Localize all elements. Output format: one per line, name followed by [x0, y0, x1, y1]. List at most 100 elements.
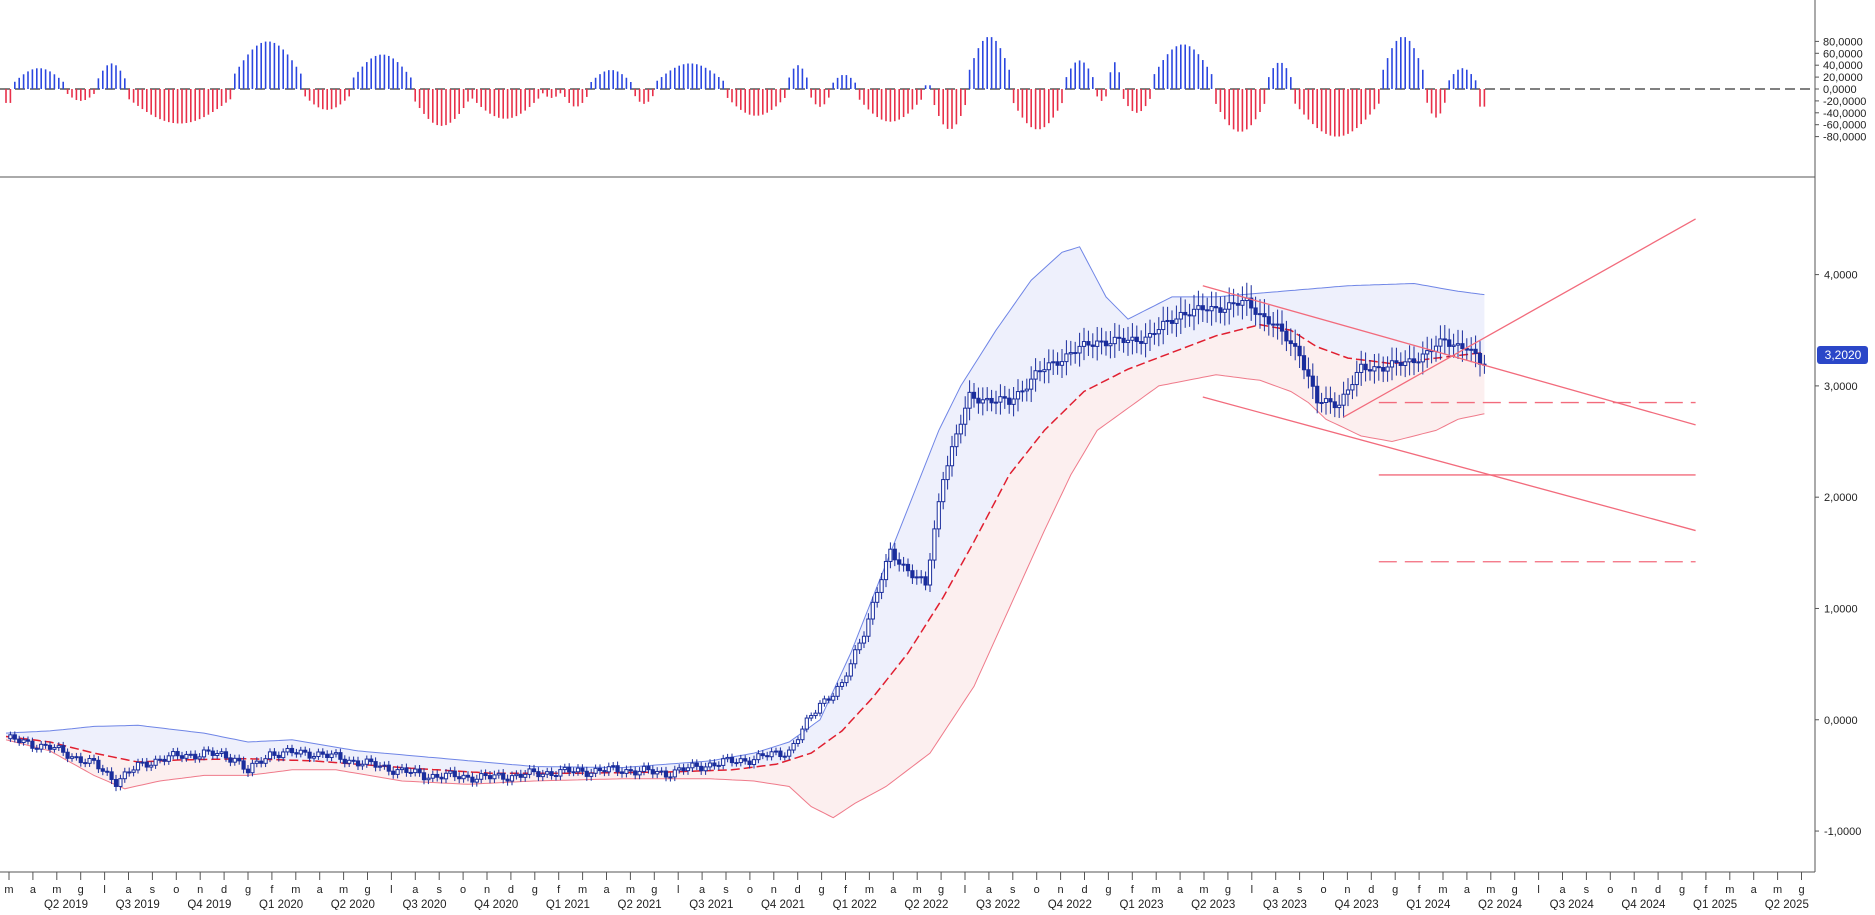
candle	[707, 759, 713, 771]
candle-body	[338, 752, 343, 760]
candle-body	[545, 771, 550, 775]
candle	[787, 746, 792, 760]
candle	[487, 771, 493, 784]
candle-body	[52, 747, 57, 750]
candle	[1200, 293, 1205, 322]
candle	[1125, 326, 1131, 356]
candle-body	[96, 759, 101, 770]
candle	[813, 709, 818, 719]
candle-body	[571, 771, 576, 774]
price-panel	[5, 218, 1696, 819]
candle-body	[1398, 362, 1403, 366]
candle-body	[501, 772, 506, 780]
candle	[303, 746, 308, 756]
month-label: o	[1320, 884, 1326, 896]
price-tick-label: 1,0000	[1824, 603, 1858, 615]
candle-body	[386, 764, 391, 772]
candle-body	[1460, 343, 1465, 350]
candle	[1420, 341, 1425, 375]
candle	[1447, 328, 1452, 358]
candle-body	[769, 751, 774, 758]
candle-body	[989, 397, 994, 404]
candle	[69, 753, 75, 762]
candle-body	[848, 663, 853, 677]
candle	[597, 764, 603, 775]
month-label: o	[747, 884, 753, 896]
oscillator-panel	[0, 37, 1815, 137]
candle	[963, 396, 968, 437]
candle	[633, 766, 638, 780]
month-label: s	[1010, 884, 1016, 896]
candle	[1297, 333, 1302, 369]
candle-body	[382, 764, 387, 767]
candle	[219, 748, 224, 758]
candle-body	[298, 749, 303, 755]
candle	[1051, 349, 1056, 376]
candle-body	[1002, 396, 1007, 399]
candle-body	[188, 753, 193, 756]
candle-body	[602, 770, 607, 773]
candle	[549, 767, 554, 780]
candle	[1209, 291, 1214, 326]
candle	[703, 762, 708, 775]
month-label: a	[699, 884, 706, 896]
candle	[949, 435, 955, 477]
candle	[575, 764, 581, 776]
candle-body	[1029, 378, 1034, 390]
candle-body	[751, 759, 757, 766]
candle-body	[399, 767, 405, 771]
candle	[901, 556, 906, 572]
candle-body	[1407, 358, 1412, 363]
candle-body	[118, 778, 123, 787]
candle-body	[1433, 345, 1439, 352]
candle	[677, 764, 682, 774]
candle-body	[914, 576, 919, 579]
candle-body	[171, 751, 176, 757]
upper-band-fill	[6, 246, 1485, 774]
candle	[932, 520, 937, 569]
candle-body	[109, 771, 114, 780]
candle-body	[153, 758, 158, 766]
candle	[751, 755, 757, 769]
candle-body	[131, 769, 136, 773]
candle	[1469, 337, 1474, 363]
candle	[298, 746, 303, 758]
candle	[553, 771, 559, 781]
candle-body	[426, 777, 431, 781]
candle	[866, 613, 871, 643]
candle-body	[971, 391, 977, 399]
candle	[250, 759, 255, 777]
candle	[1253, 296, 1258, 326]
candle	[100, 764, 105, 776]
candle	[175, 747, 180, 760]
last-price-label: 3,2020	[1825, 348, 1862, 362]
candle	[430, 770, 435, 782]
candle	[74, 752, 79, 761]
candle-body	[1293, 343, 1298, 347]
candle	[1222, 296, 1227, 326]
candle-body	[303, 749, 308, 753]
candle	[1376, 353, 1381, 381]
candle-body	[1249, 297, 1254, 309]
quarter-label: Q4 2021	[761, 899, 805, 910]
candle	[1328, 386, 1333, 414]
candle	[245, 764, 251, 777]
candle-body	[1240, 300, 1245, 306]
candle	[1451, 333, 1456, 358]
candle	[769, 748, 774, 761]
candle	[1174, 305, 1179, 337]
candle	[210, 747, 215, 760]
candle	[34, 744, 39, 753]
candle-body	[448, 770, 453, 774]
candle	[457, 772, 462, 784]
candle-body	[1015, 391, 1021, 400]
candle-body	[250, 762, 255, 774]
candle	[628, 765, 633, 775]
candle	[1306, 357, 1311, 389]
candle	[501, 769, 506, 784]
month-label: a	[125, 884, 132, 896]
candle-body	[496, 772, 501, 776]
month-label: d	[1368, 884, 1374, 896]
candle	[109, 767, 114, 785]
